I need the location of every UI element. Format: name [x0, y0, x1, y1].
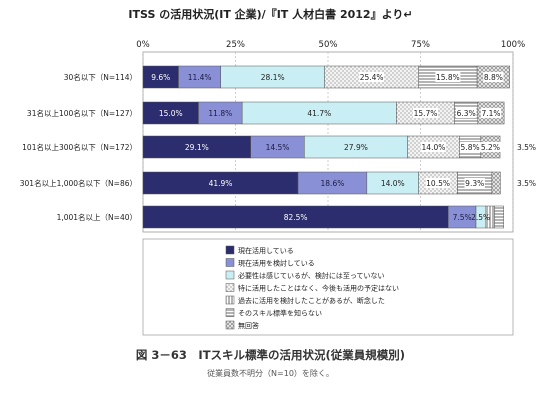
x-tick-label: 50%	[319, 40, 338, 50]
data-label: 14.5%	[266, 143, 290, 152]
data-label: 6.3%	[457, 109, 476, 118]
data-label-bg	[435, 72, 461, 82]
data-label-bg	[359, 72, 385, 82]
legend-swatch	[225, 308, 235, 317]
data-label-bg	[459, 142, 481, 152]
figure-footnote: 従業員数不明分（N=10）を除く。	[207, 369, 334, 378]
x-tick-label: 75%	[411, 40, 430, 50]
data-label: 7.5%	[453, 213, 472, 222]
data-label: 25.4%	[360, 73, 384, 82]
legend-label: 現在活用している	[238, 246, 294, 255]
data-label-bg	[420, 142, 446, 152]
data-label: 9.6%	[151, 73, 170, 82]
outside-label: 3.5%	[517, 143, 536, 152]
data-label: 14.0%	[381, 179, 405, 188]
data-label: 5.8%	[461, 143, 480, 152]
legend-label: 現在活用を検討している	[238, 259, 315, 268]
data-label-bg	[464, 178, 485, 188]
legend-label: 過去に活用を検討したことがあるが、断念した	[238, 296, 385, 305]
bar-segment	[491, 171, 501, 195]
legend-swatch	[225, 270, 235, 280]
data-label: 2.5%	[471, 213, 490, 222]
category-label: 301名以上1,000名以下（N=86）	[20, 178, 137, 188]
data-label: 8.8%	[484, 73, 503, 82]
legend-label: 特に活用したことはなく、今後も活用の予定はない	[238, 284, 399, 293]
figure-caption: 図 3－63 ITスキル標準の活用状況(従業員規模別)	[135, 348, 406, 362]
data-label-bg	[483, 72, 504, 82]
data-label: 27.9%	[344, 143, 368, 152]
legend-label: 必要性は感じているが、検討には至っていない	[238, 271, 385, 280]
data-label: 18.6%	[321, 179, 345, 188]
data-label: 41.7%	[307, 109, 331, 118]
data-label: 28.1%	[261, 73, 285, 82]
data-label: 14.0%	[422, 143, 446, 152]
data-label: 82.5%	[284, 213, 308, 222]
data-label: 15.0%	[159, 109, 183, 118]
x-tick-label: 100%	[501, 40, 525, 50]
data-label: 11.4%	[188, 73, 212, 82]
category-label: 31名以上100名以下（N=127）	[27, 108, 137, 118]
legend-label: そのスキル標準を知らない	[238, 309, 322, 318]
legend-swatch	[225, 295, 235, 305]
data-label-bg	[480, 142, 501, 152]
data-label: 29.1%	[185, 143, 209, 152]
x-tick-label: 0%	[136, 40, 150, 50]
category-label: 30名以下（N=114）	[64, 72, 137, 82]
page-title: ITSS の活用状況(IT 企業)/『IT 人材白書 2012』より↵	[128, 8, 413, 21]
data-label-bg	[425, 178, 451, 188]
category-label: 101名以上300名以下（N=172）	[22, 142, 137, 152]
bar-segment	[494, 205, 504, 229]
legend-swatch	[225, 320, 235, 330]
data-label: 10.5%	[426, 179, 450, 188]
data-label: 15.8%	[436, 73, 460, 82]
data-label-bg	[412, 108, 438, 118]
x-tick-label: 25%	[226, 40, 245, 50]
legend-swatch	[225, 258, 235, 267]
data-label: 11.8%	[208, 109, 232, 118]
legend-label: 無回答	[238, 321, 259, 330]
data-label: 5.2%	[481, 143, 500, 152]
legend-box	[142, 238, 514, 336]
outside-label: 3.5%	[517, 179, 536, 188]
data-label: 9.3%	[465, 179, 484, 188]
data-label: 41.9%	[209, 179, 233, 188]
category-label: 1,001名以上（N=40）	[57, 212, 137, 222]
data-label: 15.7%	[414, 109, 438, 118]
data-label-bg	[455, 108, 477, 118]
legend-swatch	[225, 283, 235, 292]
legend-swatch	[225, 245, 235, 255]
data-label-bg	[480, 108, 502, 118]
data-label: 7.1%	[481, 109, 500, 118]
